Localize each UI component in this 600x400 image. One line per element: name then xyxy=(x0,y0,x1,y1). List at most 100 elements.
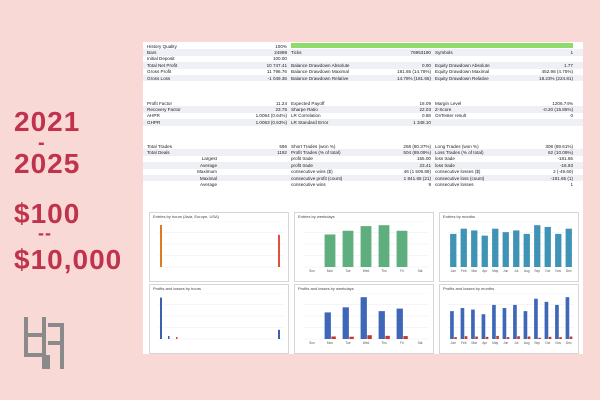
report-cell: 76953190 xyxy=(410,50,431,56)
tick-label: Jan xyxy=(451,269,456,273)
report-cell: 11.24 xyxy=(275,100,287,106)
report-cell: Gross Loss xyxy=(147,75,171,81)
bar-loss xyxy=(454,337,457,339)
tick-label: Sun xyxy=(309,341,315,345)
report-cell: profit trade xyxy=(291,162,313,168)
bar-loss xyxy=(464,336,468,339)
report-cell: Long Trades (won %) xyxy=(435,143,479,149)
report-cell: 1 xyxy=(570,50,573,56)
report-cell: Loss Trades (% of total) xyxy=(435,150,484,156)
tick-label: Sep xyxy=(534,341,540,345)
report-row: Total Net Profit 10 747.41 Balance Drawdow… xyxy=(143,62,583,69)
tick-label: Feb xyxy=(461,341,467,345)
tick-label: Tue xyxy=(345,269,351,273)
bar xyxy=(471,309,475,339)
bar xyxy=(460,228,467,267)
report-cell: 308 (89.61%) xyxy=(545,143,573,149)
chart-svg: Jan Feb Mar Apr May Jun Jul Aug Sep Oct Nov Dec xyxy=(448,221,574,273)
report-cell: -1 049.36 xyxy=(267,75,287,81)
report-cell: consecutive profit (count) xyxy=(291,175,343,181)
bar xyxy=(534,298,538,339)
report-cell: OnTester result xyxy=(435,113,467,119)
report-cell: 18.23% (224.81) xyxy=(539,75,573,81)
report-cell: 18.09 xyxy=(419,100,432,106)
tick-label: Jul xyxy=(514,269,518,273)
bar xyxy=(360,297,367,339)
tick-label: Dec xyxy=(566,341,572,345)
bar-profit-hour-0 xyxy=(160,297,162,339)
report-cell: 62 (10.09%) xyxy=(547,150,573,156)
tick-label: Jun xyxy=(503,341,508,345)
bar-loss xyxy=(475,336,478,339)
report-cell: 1206.74% xyxy=(552,100,573,106)
report-cell: -0.20 (15.85%) xyxy=(542,107,573,113)
bar xyxy=(342,230,354,267)
bar xyxy=(565,297,570,339)
bar xyxy=(523,233,530,267)
tick-label: Feb xyxy=(461,269,467,273)
bar xyxy=(565,228,572,267)
report-cell: 258 (80.37%) xyxy=(403,143,431,149)
report-cell: 1 xyxy=(570,182,573,188)
report-cell: 10 747.41 xyxy=(266,62,287,68)
report-row: Total Deals 1192 Profit Trades (% of total… xyxy=(143,149,583,156)
money-start: $100 xyxy=(14,198,81,229)
report-cell: Recovery Factor xyxy=(147,107,181,113)
bar-loss xyxy=(517,336,520,339)
report-row: Largest profit trade 155.00 loss trade -181.… xyxy=(143,156,583,162)
bar xyxy=(555,233,562,267)
bar xyxy=(534,225,541,267)
report-cell: AHPR xyxy=(147,113,160,119)
bar xyxy=(342,307,349,339)
report-cell: consecutive wins xyxy=(291,182,326,188)
report-cell: consecutive losses ($) xyxy=(435,169,481,175)
report-row: AHPR 1.0064 (0.64%) LR Correlation 0.88 OnTe… xyxy=(143,113,583,119)
bar-loss xyxy=(349,336,354,339)
report-cell: Maximal xyxy=(199,175,217,181)
report-cell: -181.65 (1) xyxy=(550,175,573,181)
bar xyxy=(324,234,336,267)
report-cell: 596 xyxy=(279,143,287,149)
report-cell: 1.0064 (0.64%) xyxy=(255,113,287,119)
tick-label: Oct xyxy=(545,269,550,273)
money-end: $10,000 xyxy=(14,244,123,275)
report-cell: 1.0063 (0.63%) xyxy=(255,119,287,125)
chart-svg xyxy=(158,293,284,340)
bar xyxy=(471,230,478,267)
report-cell: History Quality xyxy=(147,43,177,49)
report-cell: 452.98 (4.75%) xyxy=(541,69,573,75)
tick-label: Mon xyxy=(327,341,333,345)
report-row: Gross Loss -1 049.36 Balance Drawdown Rela… xyxy=(143,75,583,82)
bar-loss xyxy=(367,335,372,339)
report-cell: 0 xyxy=(570,113,573,119)
chart-panel: Profits and losses by hours xyxy=(149,284,289,354)
bar-loss xyxy=(403,336,408,339)
tick-label: Mar xyxy=(472,269,478,273)
tick-label: Thu xyxy=(381,269,387,273)
tick-label: Thu xyxy=(381,341,387,345)
report-cell: Equity Drawdown Relative xyxy=(435,75,489,81)
bar xyxy=(544,301,549,339)
report-cell: 11 796.76 xyxy=(266,69,287,75)
report-cell: Ticks xyxy=(291,50,302,56)
report-cell: 1 841.65 (21) xyxy=(403,175,431,181)
bar xyxy=(396,308,403,339)
report-cell: Average xyxy=(199,182,217,188)
bar xyxy=(544,226,551,267)
report-cell: 22.03 xyxy=(419,107,432,113)
bar-hour-23 xyxy=(278,234,280,267)
bar-loss xyxy=(559,337,562,339)
bar xyxy=(481,235,488,267)
tick-label: Sep xyxy=(534,269,540,273)
bar xyxy=(502,308,507,339)
report-cell: 1 348.10 xyxy=(413,119,431,125)
report-row: Average profit trade 23.41 loss trade -16.93 xyxy=(143,162,583,169)
bar-hour-0 xyxy=(160,225,162,267)
report-cell: 504 (89.09%) xyxy=(403,150,431,156)
chart-title: Profits and losses by months xyxy=(443,286,495,291)
chart-title: Entries by months xyxy=(443,214,476,219)
report-cell: LR Correlation xyxy=(291,113,321,119)
bar-loss xyxy=(496,335,499,339)
bar xyxy=(450,233,457,267)
tick-label: Wed xyxy=(363,269,370,273)
